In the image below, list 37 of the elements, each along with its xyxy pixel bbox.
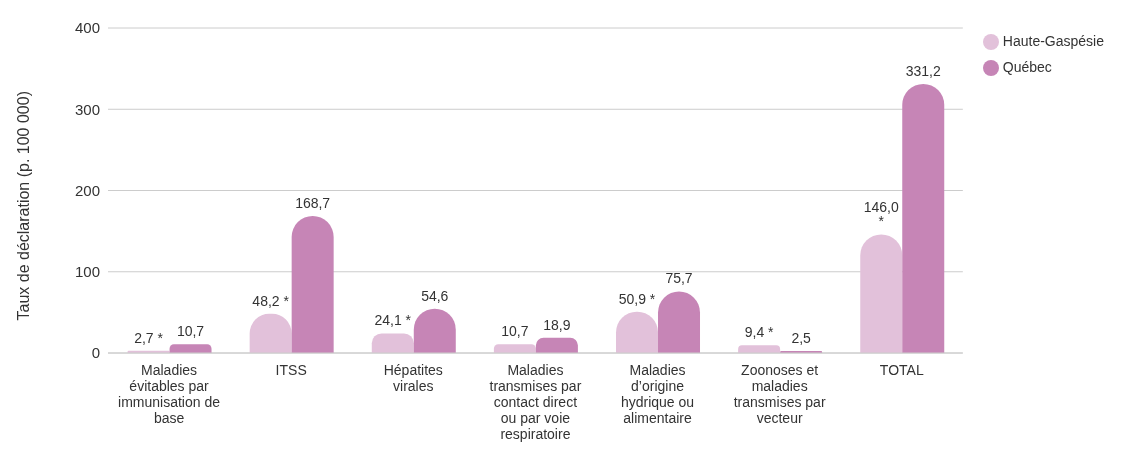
x-tick-label: Maladies évitables par immunisation de base <box>118 362 221 426</box>
data-label: 10,7 <box>176 323 205 340</box>
x-tick-label: ITSS <box>275 362 307 378</box>
x-tick-label: Zoonoses et maladies transmises par vecteur <box>733 362 826 426</box>
data-label: 331,2 <box>905 62 941 79</box>
data-label: 9,4 * <box>744 324 775 341</box>
bar <box>169 344 212 353</box>
data-label: 50,9 * <box>618 290 656 307</box>
bar <box>371 333 414 353</box>
x-tick-label: Maladies transmises par contact direct ou par voie respiratoire <box>489 362 582 442</box>
x-tick-label: Maladies d’origine hydrique ou alimentaire <box>620 362 695 426</box>
bar <box>291 215 334 353</box>
data-label: 168,7 <box>295 194 331 211</box>
bar <box>902 83 945 353</box>
data-label: 24,1 * <box>374 312 412 329</box>
y-axis-title: Taux de déclaration (p. 100 000) <box>14 91 32 321</box>
bar <box>738 345 781 353</box>
data-label: 75,7 <box>665 270 693 287</box>
data-label: 10,7 <box>501 323 529 340</box>
data-label: 48,2 * <box>252 292 290 309</box>
y-tick-label: 400 <box>74 19 100 37</box>
bar <box>535 337 578 353</box>
bar <box>860 234 903 353</box>
x-tick-label: TOTAL <box>879 362 924 378</box>
data-label: 146,0 * <box>863 199 899 230</box>
data-label: 2,5 <box>791 329 812 346</box>
y-tick-label: 200 <box>74 181 100 199</box>
y-tick-label: 300 <box>74 100 100 118</box>
x-tick-label: Hépatites virales <box>383 362 443 394</box>
legend-label: Québec <box>1002 59 1052 75</box>
legend-label: Haute-Gaspésie <box>1002 33 1104 49</box>
y-tick-label: 100 <box>74 263 100 281</box>
data-label: 2,7 * <box>134 329 164 346</box>
bar <box>493 344 536 353</box>
data-label: 54,6 <box>421 287 449 304</box>
data-label: 18,9 <box>543 316 571 333</box>
y-tick-label: 0 <box>91 344 100 362</box>
